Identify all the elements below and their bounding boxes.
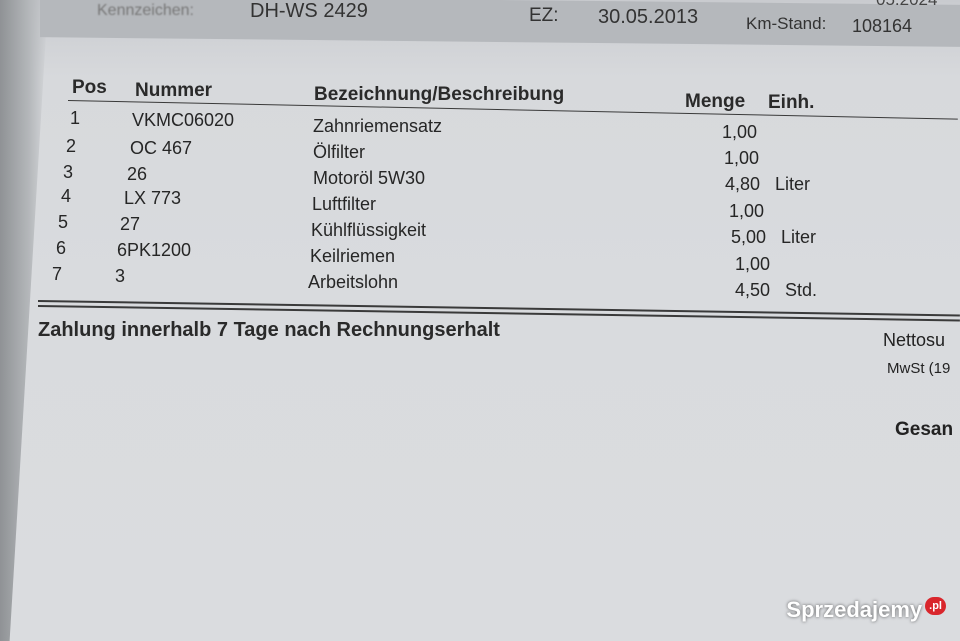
row-bezeichnung: Ölfilter xyxy=(313,142,366,162)
row-menge: 1,00 xyxy=(724,148,760,168)
row-nummer: OC 467 xyxy=(130,138,193,158)
row-pos: 5 xyxy=(58,212,69,232)
row-pos: 2 xyxy=(66,136,77,156)
row-pos: 1 xyxy=(70,108,81,128)
netto-label: Nettosu xyxy=(883,330,946,350)
row-nummer: 3 xyxy=(115,266,126,286)
date-partial: 05.2024 xyxy=(876,0,937,10)
payment-terms: Zahlung innerhalb 7 Tage nach Rechnungse… xyxy=(38,319,500,341)
gesamt-label: Gesan xyxy=(895,419,954,440)
km-value: 108164 xyxy=(852,16,913,36)
kennzeichen-value: DH-WS 2429 xyxy=(250,0,368,22)
header-bezeichnung: Bezeichnung/Beschreibung xyxy=(314,84,565,105)
row-bezeichnung: Motoröl 5W30 xyxy=(313,168,426,188)
row-menge: 5,00 xyxy=(731,227,767,247)
row-nummer: VKMC06020 xyxy=(132,110,235,130)
header-einh: Einh. xyxy=(768,92,815,113)
row-menge: 1,00 xyxy=(729,201,765,221)
row-menge: 1,00 xyxy=(722,122,758,142)
watermark-suffix: .pl xyxy=(925,597,946,615)
row-pos: 4 xyxy=(61,186,72,206)
ez-label: EZ: xyxy=(529,5,559,26)
row-nummer: LX 773 xyxy=(124,188,182,208)
header-menge: Menge xyxy=(685,91,746,112)
row-pos: 7 xyxy=(52,264,63,284)
km-label: Km-Stand: xyxy=(746,14,827,33)
row-nummer: 6PK1200 xyxy=(117,240,192,260)
row-bezeichnung: Zahnriemensatz xyxy=(313,116,443,136)
row-menge: 4,80 xyxy=(725,174,761,194)
watermark-text: Sprzedajemy xyxy=(786,597,923,622)
ez-value: 30.05.2013 xyxy=(598,6,699,28)
header-pos: Pos xyxy=(72,77,107,98)
row-bezeichnung: Luftfilter xyxy=(312,194,377,214)
header-nummer: Nummer xyxy=(135,80,213,101)
row-nummer: 27 xyxy=(120,214,141,234)
row-pos: 3 xyxy=(63,162,74,182)
row-bezeichnung: Kühlflüssigkeit xyxy=(311,220,427,240)
mwst-label: MwSt (19 xyxy=(887,360,951,377)
row-bezeichnung: Keilriemen xyxy=(310,246,396,266)
kennzeichen-label: Kennzeichen: xyxy=(97,2,194,19)
row-menge: 1,00 xyxy=(735,254,771,274)
row-nummer: 26 xyxy=(127,164,148,184)
row-menge: 4,50 xyxy=(735,280,771,300)
watermark-logo: Sprzedajemy .pl xyxy=(786,597,946,623)
row-einheit: Liter xyxy=(781,227,817,247)
row-einheit: Std. xyxy=(785,280,818,300)
row-pos: 6 xyxy=(56,238,67,258)
row-bezeichnung: Arbeitslohn xyxy=(308,272,399,292)
row-einheit: Liter xyxy=(775,174,811,194)
